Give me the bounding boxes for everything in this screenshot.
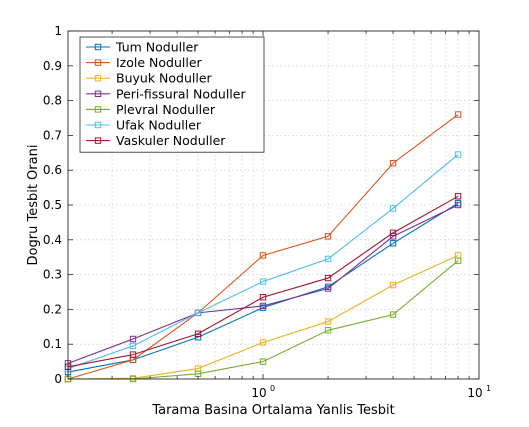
data-point (259, 302, 267, 310)
legend-label: Peri-fissural Noduller (116, 86, 246, 101)
y-axis-label: Dogru Tesbit Orani (26, 145, 41, 266)
y-tick-label: 0.6 (43, 163, 62, 177)
data-point (194, 330, 202, 337)
series-ufak-noduller (64, 151, 462, 372)
data-point (259, 358, 267, 365)
data-point (194, 334, 202, 341)
y-tick-label: 0.1 (43, 337, 62, 351)
legend-marker (94, 59, 102, 66)
legend-marker (94, 106, 102, 113)
data-point (259, 294, 267, 301)
data-point (259, 278, 267, 285)
legend-item: Tum Noduller (86, 40, 199, 55)
legend-item: Izole Noduller (86, 55, 203, 70)
legend-label: Izole Noduller (116, 55, 203, 70)
legend-marker (94, 137, 102, 144)
series-line (67, 204, 459, 364)
axis-ticks: 0 0.1 0.2 0.3 0.4 0.5 0.6 0.7 0.8 0.9 1 10 0 10 1 (43, 24, 491, 400)
x-tick-exponent: 0 (270, 384, 275, 393)
legend-label: Buyuk Noduller (116, 71, 213, 86)
y-tick-label: 0.8 (43, 94, 62, 108)
data-point (324, 318, 332, 325)
data-point (389, 233, 397, 240)
y-tick-label: 0.5 (43, 198, 62, 212)
data-point (389, 160, 397, 167)
data-point (454, 111, 462, 118)
y-tick-label: 0.4 (43, 233, 62, 247)
x-axis-label: Tarama Basina Ortalama Yanlis Tesbit (151, 403, 394, 418)
series-line (67, 114, 459, 380)
data-point (324, 327, 332, 334)
data-point (454, 201, 462, 209)
legend-item: Ufak Noduller (86, 118, 202, 133)
data-point (389, 281, 397, 289)
data-point (389, 311, 397, 318)
legend-item: Plevral Noduller (86, 102, 216, 117)
data-point (259, 339, 267, 346)
data-point (324, 233, 332, 240)
data-point (454, 257, 462, 264)
legend-marker (94, 75, 102, 82)
legend-marker (94, 90, 102, 97)
y-tick-label: 0.2 (43, 302, 62, 316)
legend-item: Vaskuler Noduller (86, 133, 226, 148)
legend-marker (94, 43, 102, 51)
data-point (324, 285, 332, 292)
legend-label: Plevral Noduller (116, 102, 216, 117)
data-point (129, 335, 137, 343)
data-point (324, 274, 332, 282)
legend-box (79, 36, 265, 153)
y-tick-label: 0.9 (43, 59, 62, 73)
y-tick-label: 1 (54, 24, 62, 38)
data-point (129, 342, 137, 350)
data-point (389, 240, 397, 247)
x-tick-label: 10 (251, 386, 266, 400)
data-point (389, 229, 397, 237)
series-line (67, 154, 459, 370)
legend-label: Ufak Noduller (116, 118, 202, 133)
y-tick-label: 0 (54, 372, 62, 386)
legend-item: Peri-fissural Noduller (86, 86, 246, 101)
y-tick-label: 0.7 (43, 128, 62, 142)
data-point (129, 351, 137, 358)
data-point (389, 205, 397, 212)
series-line (67, 195, 459, 368)
data-point (259, 252, 267, 259)
legend-marker (94, 121, 102, 129)
legend-label: Tum Noduller (115, 40, 199, 55)
y-tick-label: 0.3 (43, 268, 62, 282)
data-point (454, 151, 462, 158)
data-point (324, 255, 332, 263)
series-line (67, 254, 459, 380)
data-point (194, 309, 202, 317)
data-point (454, 193, 462, 200)
x-tick-exponent: 1 (486, 384, 491, 393)
series-vaskuler-noduller (64, 193, 462, 371)
legend-label: Vaskuler Noduller (116, 133, 226, 148)
legend-item: Buyuk Noduller (86, 71, 213, 86)
x-tick-label: 10 (467, 386, 482, 400)
